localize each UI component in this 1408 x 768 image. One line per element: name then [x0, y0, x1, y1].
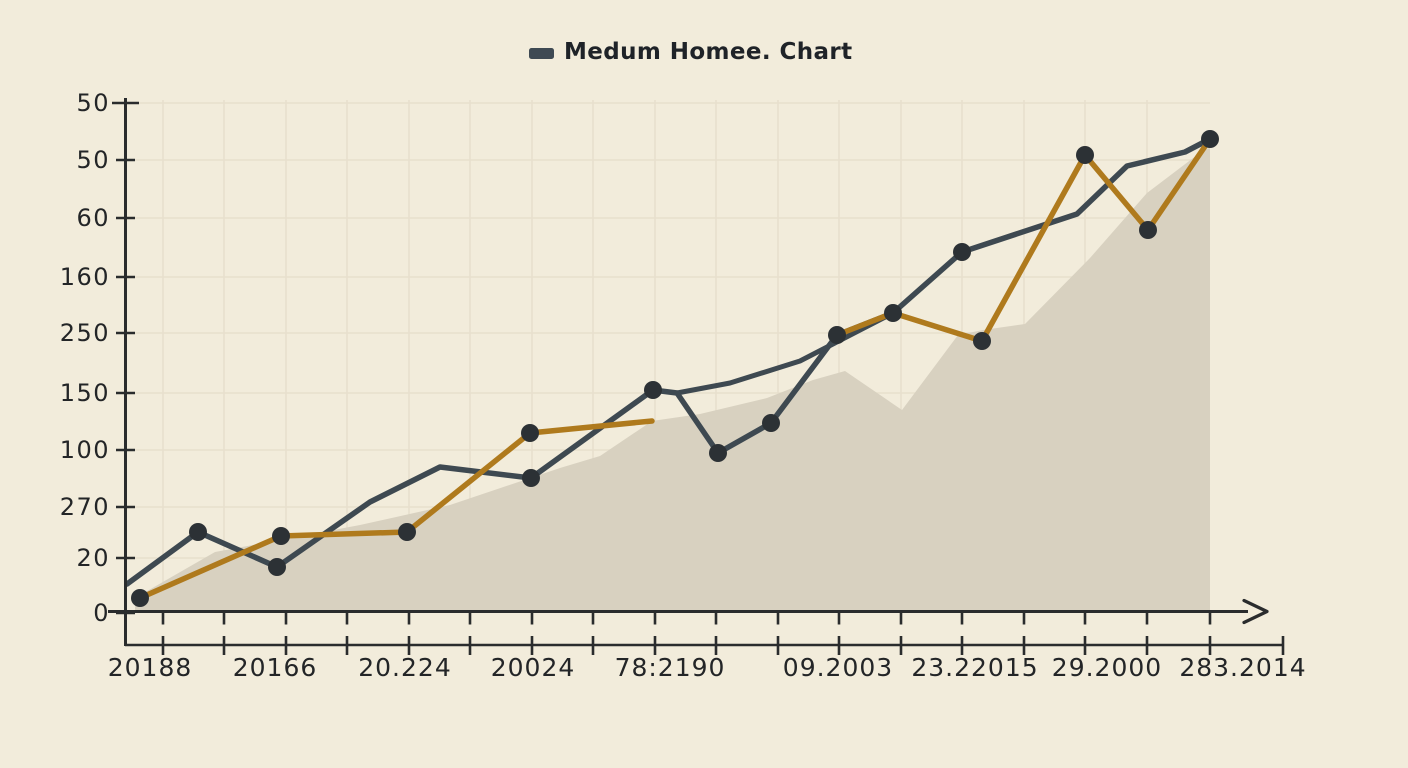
x-axis-tick-label: 23.22015	[911, 653, 1038, 682]
data-point-dot	[272, 527, 290, 545]
x-axis-tick-label: 09.2003	[783, 653, 893, 682]
y-axis-tick-label: 50	[76, 89, 110, 117]
y-axis-tick-label: 60	[76, 204, 110, 232]
data-point-dot	[1139, 221, 1157, 239]
y-axis-tick-label: 270	[60, 493, 110, 521]
data-point-dot	[131, 589, 149, 607]
chart-legend: Medum Homee. Chart	[529, 41, 853, 64]
x-axis-tick-label: 78:2190	[615, 653, 726, 682]
y-axis-tick-label: 100	[60, 436, 110, 464]
legend-swatch-icon	[529, 48, 554, 59]
x-axis-tick-label: 20188	[108, 653, 193, 682]
series-line-dark-upper-branch	[674, 310, 896, 396]
data-point-dot	[1076, 146, 1094, 164]
x-axis-tick-label: 283.2014	[1179, 653, 1306, 682]
data-point-dot	[189, 523, 207, 541]
data-point-dot	[521, 424, 539, 442]
data-point-dot	[522, 469, 540, 487]
x-axis-arrow-icon	[1242, 598, 1269, 625]
y-axis-tick-label: 160	[60, 263, 110, 291]
data-point-dot	[1201, 130, 1219, 148]
area-fill	[135, 148, 1210, 611]
y-axis-tick-label: 0	[93, 599, 110, 627]
data-point-dot	[953, 243, 971, 261]
data-point-dot	[644, 381, 662, 399]
series-line-orange-right	[834, 136, 1213, 344]
y-axis-tick-label: 250	[60, 319, 110, 347]
y-axis-tick-label: 50	[76, 146, 110, 174]
data-point-dot	[884, 304, 902, 322]
x-axis-tick-label: 20024	[491, 653, 576, 682]
y-axis-tick-label: 20	[76, 544, 110, 572]
x-axis-tick-label: 29.2000	[1052, 653, 1162, 682]
data-point-dot	[709, 444, 727, 462]
data-point-dot	[268, 558, 286, 576]
x-axis-tick-label: 20166	[233, 653, 318, 682]
data-point-dot	[828, 326, 846, 344]
y-axis-tick-label: 150	[60, 379, 110, 407]
data-point-dot	[973, 332, 991, 350]
data-point-dot	[762, 414, 780, 432]
data-point-dot	[398, 523, 416, 541]
x-axis-tick-label: 20.224	[358, 653, 451, 682]
chart-title: Medum Homee. Chart	[564, 39, 853, 65]
